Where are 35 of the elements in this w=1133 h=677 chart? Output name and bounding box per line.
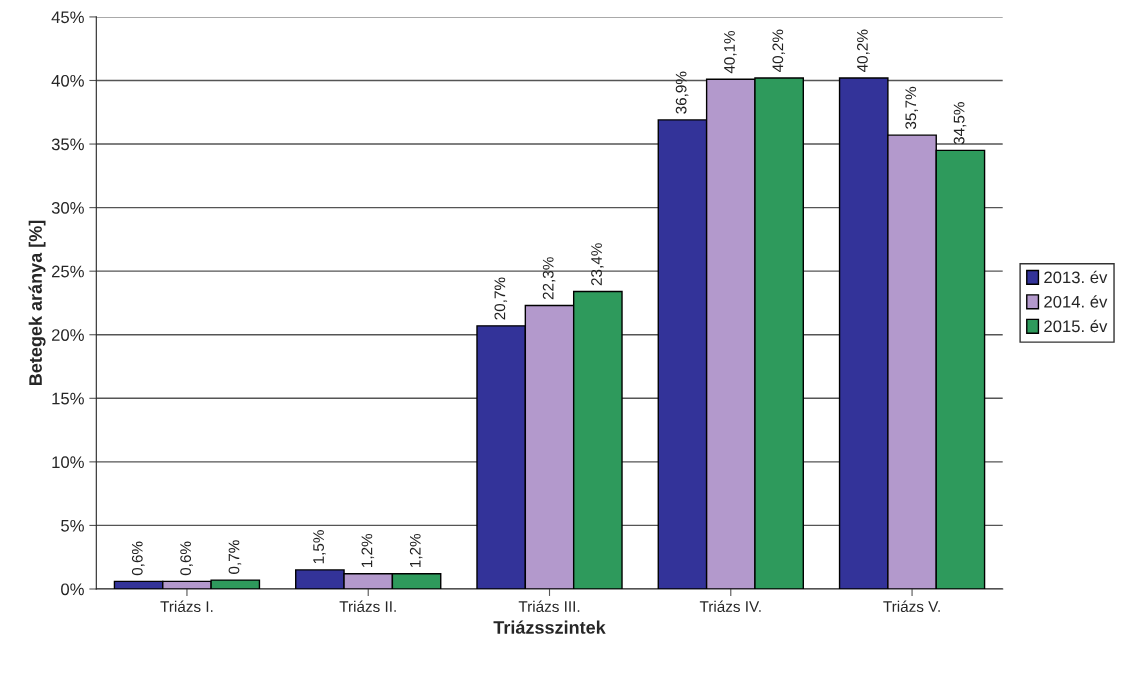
x-tick-label: Triázs III. [518, 600, 580, 613]
data-label: 36,9% [675, 71, 689, 114]
x-tick-label: Triázs II. [339, 600, 396, 613]
data-label: 40,1% [724, 30, 737, 74]
y-tick-label: 20% [51, 329, 84, 341]
data-label: 1,5% [313, 530, 326, 564]
y-tick-label: 40% [51, 74, 84, 87]
data-label: 40,2% [772, 29, 786, 73]
x-axis-title: Triázsszintek [493, 620, 606, 634]
data-label: 35,7% [905, 86, 918, 130]
y-tick-label: 25% [51, 265, 84, 278]
legend-label: 2015. év [1044, 319, 1108, 333]
x-tick-label: Triázs V. [883, 600, 940, 613]
legend-label: 2013. év [1044, 270, 1108, 284]
x-tick-label: Triázs I. [160, 600, 213, 613]
data-label: 22,3% [542, 257, 556, 300]
data-label: 0,6% [131, 541, 145, 576]
y-tick-label: 30% [51, 202, 84, 214]
data-label: 20,7% [494, 277, 508, 320]
data-label: 23,4% [591, 243, 604, 286]
x-tick-label: Triázs IV. [699, 600, 761, 613]
data-label: 0,6% [180, 541, 193, 576]
y-tick-label: 5% [61, 519, 84, 532]
y-tick-label: 35% [51, 138, 84, 151]
legend-label: 2014. év [1044, 295, 1108, 308]
y-tick-label: 45% [51, 11, 84, 24]
y-axis-title: Betegek aránya [%] [28, 220, 46, 386]
data-label: 1,2% [361, 533, 375, 568]
y-tick-label: 10% [52, 456, 84, 469]
data-label: 40,2% [857, 29, 870, 73]
y-tick-label: 15% [52, 392, 84, 405]
data-label: 0,7% [228, 540, 242, 574]
data-label: 1,2% [409, 533, 423, 568]
y-tick-label: 0% [61, 583, 84, 596]
data-label: 34,5% [953, 102, 967, 145]
